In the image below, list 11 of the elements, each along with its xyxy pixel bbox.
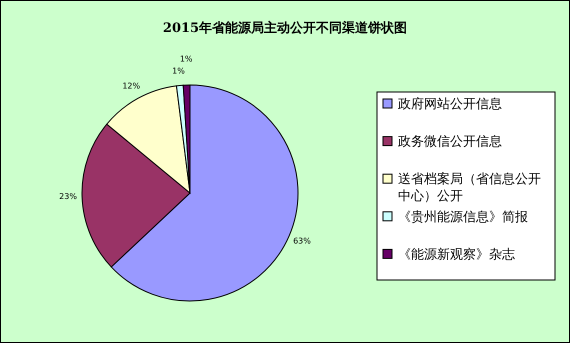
legend-label: 政务微信公开信息 — [398, 134, 502, 150]
legend-label: 政府网站公开信息 — [398, 96, 502, 112]
legend-label: 《贵州能源信息》简报 — [398, 210, 528, 225]
legend-label: 《能源新观察》杂志 — [398, 246, 515, 262]
data-label: 1% — [172, 66, 186, 76]
data-label: 12% — [122, 81, 141, 90]
legend-label: 送省档案局（省信息公开中心）公开 — [398, 171, 541, 204]
data-label: 1% — [180, 54, 193, 64]
data-label: 23% — [59, 192, 78, 202]
data-label: 63% — [293, 236, 312, 246]
chart-title: 2015年省能源局主动公开不同渠道饼状图 — [162, 20, 408, 36]
